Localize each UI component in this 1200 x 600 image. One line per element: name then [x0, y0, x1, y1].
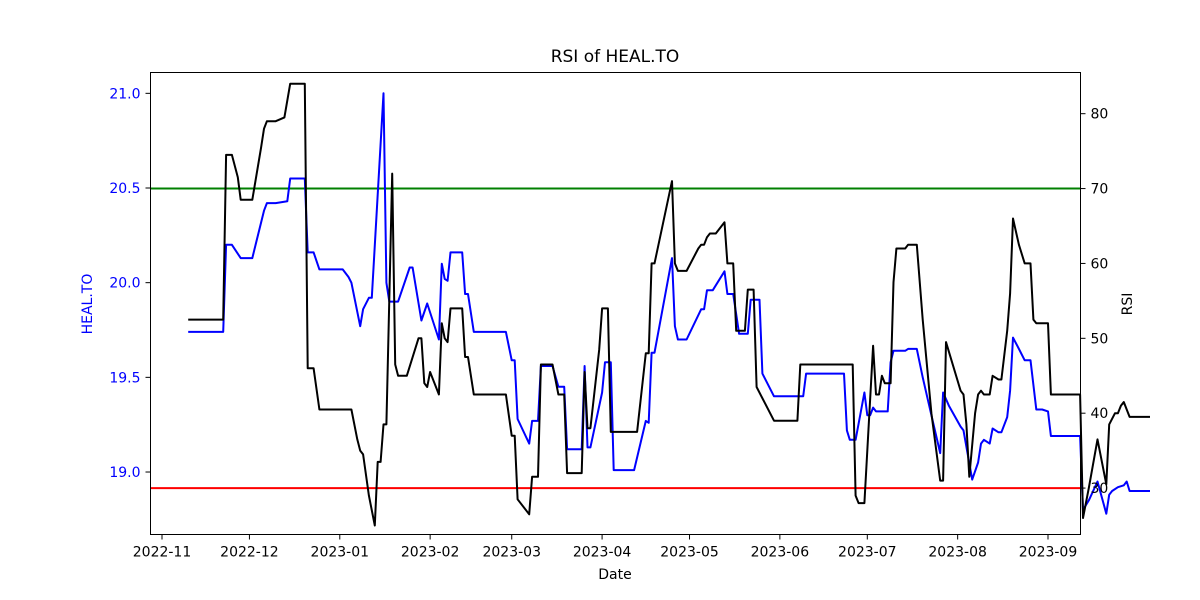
right-y-tick-label: 40 — [1091, 406, 1109, 422]
left-y-tick-label: 21.0 — [109, 86, 140, 102]
x-tick-label: 2023-03 — [482, 545, 541, 561]
chart-title: RSI of HEAL.TO — [551, 47, 680, 67]
right-y-axis: 30 40 50 60 70 80 — [1080, 107, 1109, 497]
x-tick-label: 2022-12 — [220, 545, 279, 561]
right-y-tick-label: 70 — [1091, 182, 1109, 198]
left-y-axis: 19.0 19.5 20.0 20.5 21.0 — [109, 86, 151, 481]
x-tick-label: 2023-01 — [311, 545, 370, 561]
x-tick-label: 2023-06 — [751, 545, 810, 561]
plot-lines — [150, 82, 1150, 527]
x-tick-label: 2023-04 — [573, 545, 632, 561]
x-tick-label: 2023-05 — [660, 545, 719, 561]
right-y-tick-label: 80 — [1091, 107, 1109, 123]
price-line — [188, 92, 1150, 515]
left-y-tick-label: 20.0 — [109, 276, 140, 292]
left-y-tick-label: 20.5 — [109, 181, 140, 197]
x-tick-label: 2023-08 — [928, 545, 987, 561]
left-y-tick-label: 19.0 — [109, 465, 140, 481]
right-y-tick-label: 60 — [1091, 256, 1109, 272]
x-axis-label: Date — [598, 567, 631, 583]
rsi-line — [188, 82, 1150, 527]
x-tick-label: 2023-07 — [838, 545, 897, 561]
right-y-tick-label: 30 — [1091, 481, 1109, 497]
left-y-axis-label: HEAL.TO — [80, 274, 96, 335]
x-tick-label: 2023-02 — [401, 545, 460, 561]
right-y-tick-label: 50 — [1091, 331, 1109, 347]
x-tick-label: 2022-11 — [133, 545, 192, 561]
x-tick-label: 2023-09 — [1019, 545, 1078, 561]
left-y-tick-label: 19.5 — [109, 370, 140, 386]
plot-frame — [150, 72, 1081, 535]
x-axis: 2022-11 2022-12 2023-01 2023-02 2023-03 2023-… — [133, 534, 1078, 561]
right-y-axis-label: RSI — [1120, 293, 1136, 316]
